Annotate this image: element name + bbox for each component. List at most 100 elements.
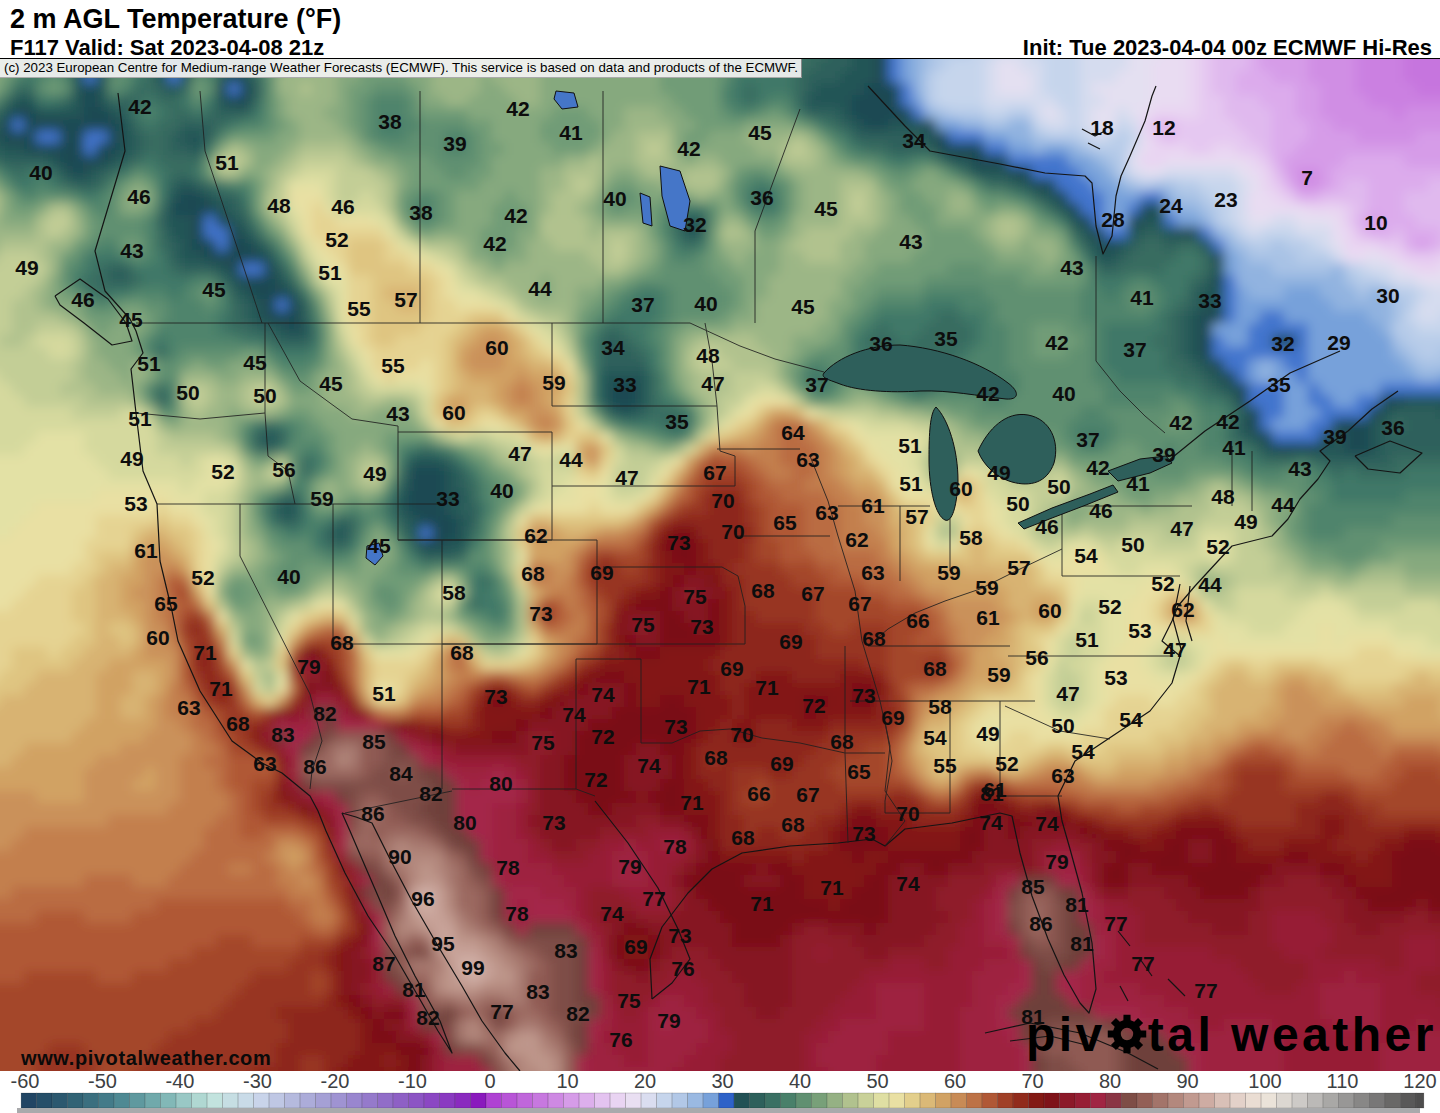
svg-text:77: 77 [1104,912,1127,935]
svg-text:60: 60 [146,626,169,649]
svg-text:33: 33 [436,487,459,510]
svg-text:29: 29 [1327,331,1350,354]
svg-text:-40: -40 [166,1071,195,1092]
svg-text:49: 49 [1234,510,1257,533]
svg-text:28: 28 [1101,208,1125,231]
svg-text:73: 73 [852,684,875,707]
svg-text:0: 0 [484,1071,495,1092]
svg-text:39: 39 [443,132,466,155]
svg-text:120: 120 [1403,1071,1436,1092]
svg-text:49: 49 [363,462,386,485]
svg-text:48: 48 [696,344,720,367]
svg-text:69: 69 [720,657,743,680]
svg-text:59: 59 [975,576,998,599]
svg-text:65: 65 [773,511,797,534]
svg-text:75: 75 [631,613,655,636]
svg-text:81: 81 [1065,893,1089,916]
svg-text:49: 49 [987,461,1010,484]
svg-text:78: 78 [505,902,529,925]
svg-text:66: 66 [906,609,929,632]
svg-text:80: 80 [1099,1071,1121,1092]
svg-text:52: 52 [191,566,214,589]
svg-text:42: 42 [506,97,529,120]
svg-text:45: 45 [791,295,815,318]
svg-text:72: 72 [591,725,614,748]
svg-text:35: 35 [934,327,958,350]
svg-text:45: 45 [748,121,772,144]
svg-text:37: 37 [1076,428,1099,451]
svg-text:47: 47 [615,466,638,489]
svg-text:42: 42 [1216,410,1239,433]
svg-text:46: 46 [71,288,94,311]
svg-text:71: 71 [750,892,774,915]
svg-text:54: 54 [1119,708,1143,731]
svg-text:58: 58 [959,526,983,549]
svg-text:52: 52 [211,460,234,483]
svg-text:67: 67 [848,592,871,615]
svg-text:61: 61 [861,494,885,517]
svg-text:41: 41 [559,121,583,144]
svg-text:86: 86 [303,755,326,778]
svg-text:41: 41 [1222,436,1246,459]
svg-text:73: 73 [542,811,565,834]
svg-text:63: 63 [253,752,276,775]
svg-text:45: 45 [119,308,143,331]
svg-text:75: 75 [531,731,555,754]
svg-text:45: 45 [367,534,391,557]
svg-text:70: 70 [721,520,744,543]
svg-text:36: 36 [750,186,773,209]
svg-text:81: 81 [980,782,1004,805]
svg-text:66: 66 [747,782,770,805]
svg-text:30: 30 [711,1071,733,1092]
svg-text:55: 55 [347,297,371,320]
svg-text:82: 82 [416,1006,439,1029]
svg-text:80: 80 [489,772,512,795]
svg-text:51: 51 [215,151,239,174]
svg-text:68: 68 [923,657,947,680]
svg-text:79: 79 [657,1009,680,1032]
svg-text:96: 96 [411,887,434,910]
svg-text:57: 57 [1007,556,1030,579]
svg-text:-20: -20 [321,1071,350,1092]
svg-text:71: 71 [193,641,217,664]
svg-text:73: 73 [690,615,713,638]
svg-text:77: 77 [1194,979,1217,1002]
svg-text:60: 60 [949,477,972,500]
svg-text:38: 38 [409,201,433,224]
svg-text:62: 62 [524,524,547,547]
svg-text:54: 54 [1071,740,1095,763]
svg-text:68: 68 [781,813,805,836]
svg-text:83: 83 [526,980,549,1003]
svg-text:57: 57 [394,288,417,311]
svg-text:71: 71 [680,791,704,814]
svg-text:74: 74 [896,872,920,895]
svg-text:37: 37 [631,293,654,316]
svg-text:70: 70 [730,723,753,746]
svg-text:52: 52 [1206,535,1229,558]
svg-text:51: 51 [1075,628,1099,651]
svg-text:45: 45 [814,197,838,220]
svg-text:71: 71 [687,675,711,698]
svg-text:42: 42 [1045,331,1068,354]
svg-text:47: 47 [1163,638,1186,661]
svg-text:32: 32 [1271,332,1294,355]
svg-text:40: 40 [29,161,52,184]
svg-text:50: 50 [1047,475,1070,498]
svg-text:41: 41 [1126,472,1150,495]
svg-text:18: 18 [1090,116,1114,139]
svg-text:63: 63 [815,501,838,524]
svg-text:75: 75 [683,585,707,608]
svg-text:63: 63 [1051,764,1074,787]
svg-text:76: 76 [671,957,694,980]
svg-text:43: 43 [1060,256,1083,279]
svg-text:70: 70 [711,489,734,512]
svg-text:50: 50 [1121,533,1144,556]
svg-text:81: 81 [402,978,426,1001]
svg-text:73: 73 [852,822,875,845]
svg-text:68: 68 [704,746,728,769]
svg-text:52: 52 [995,752,1018,775]
svg-text:60: 60 [1038,599,1061,622]
svg-text:74: 74 [979,811,1003,834]
svg-text:63: 63 [177,696,200,719]
svg-text:54: 54 [1074,544,1098,567]
